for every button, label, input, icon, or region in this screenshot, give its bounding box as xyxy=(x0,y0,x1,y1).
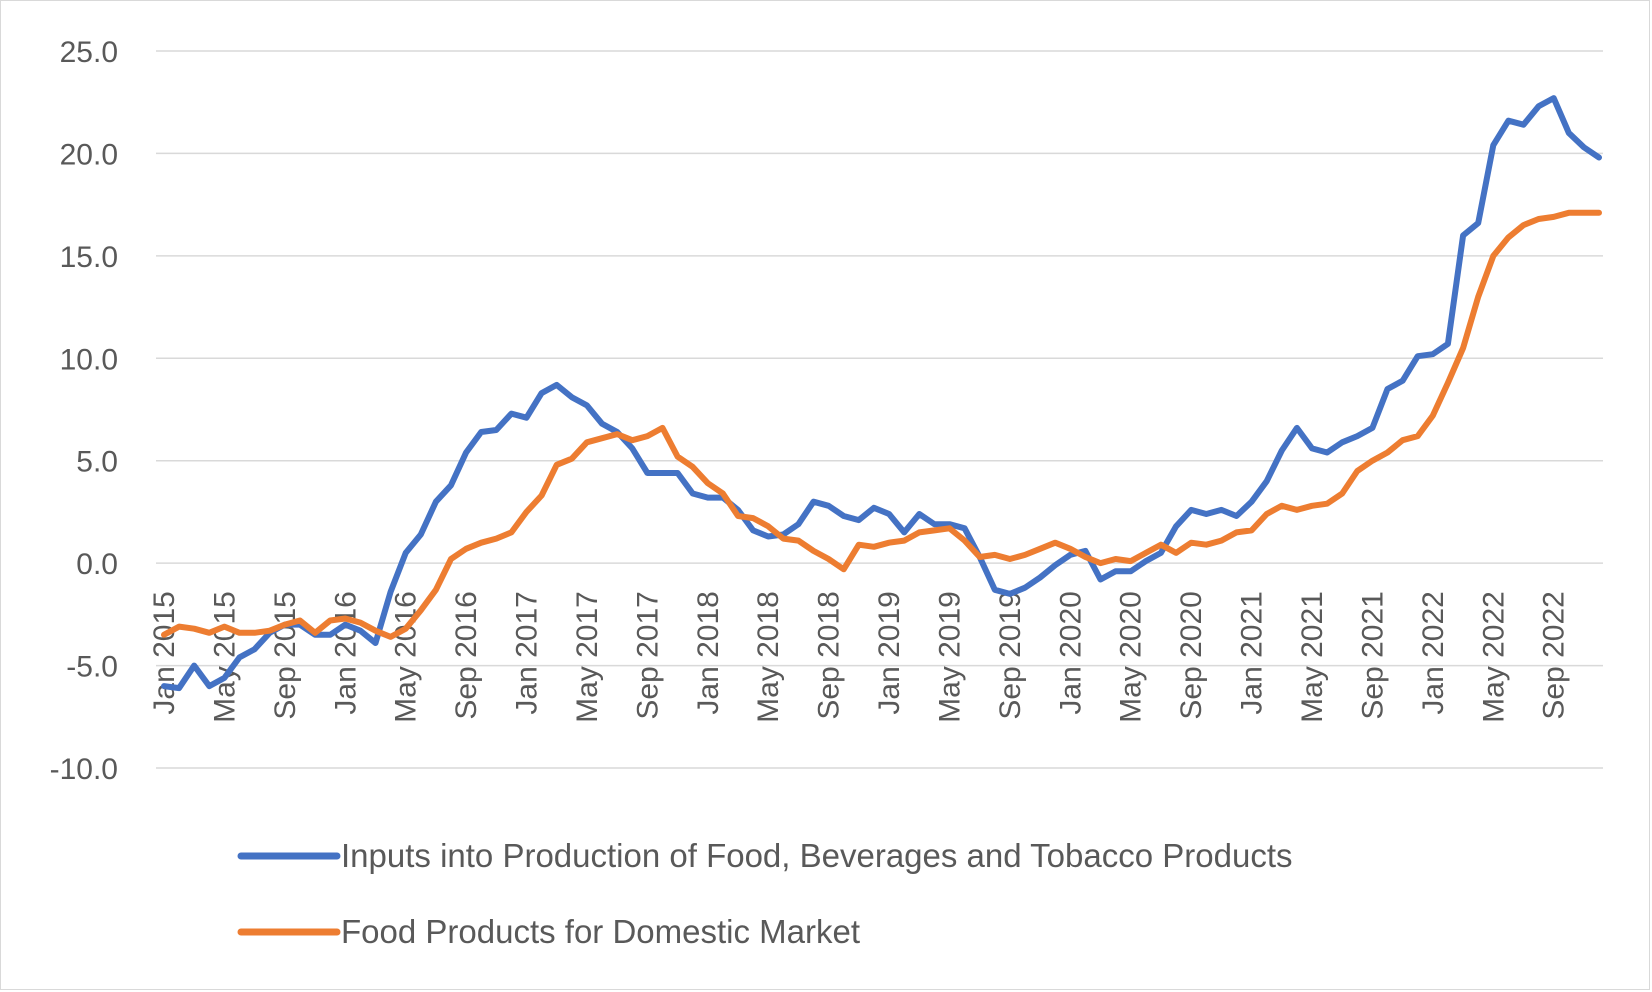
legend-label-inputs: Inputs into Production of Food, Beverage… xyxy=(341,837,1293,874)
x-axis-tick-labels: Jan 2015 May 2015 Sep 2015 Jan 2016 May 2016… xyxy=(148,591,1571,723)
legend-entry-inputs: Inputs into Production of Food, Beverage… xyxy=(237,837,1293,874)
x-tick-label: Sep 2017 xyxy=(631,591,664,719)
x-tick-label: May 2018 xyxy=(752,591,785,723)
x-tick-label: May 2020 xyxy=(1115,591,1148,723)
legend-entry-food-products: Food Products for Domestic Market xyxy=(237,913,860,950)
y-tick-label: -5.0 xyxy=(66,651,118,684)
x-tick-label: Jan 2015 xyxy=(148,591,181,714)
series-lines xyxy=(161,95,1602,692)
x-tick-label: May 2015 xyxy=(208,591,241,723)
y-axis-tick-labels: -10.0 -5.0 0.0 5.0 10.0 15.0 20.0 25.0 xyxy=(50,36,118,786)
y-tick-label: 25.0 xyxy=(60,36,118,69)
x-tick-label: May 2019 xyxy=(933,591,966,723)
x-tick-label: Sep 2015 xyxy=(269,591,302,719)
x-tick-label: Jan 2022 xyxy=(1417,591,1450,714)
y-tick-label: 0.0 xyxy=(76,548,118,581)
x-tick-label: Jan 2019 xyxy=(873,591,906,714)
y-tick-label: 15.0 xyxy=(60,241,118,274)
x-tick-label: Jan 2018 xyxy=(692,591,725,714)
y-tick-label: -10.0 xyxy=(50,753,118,786)
gridlines xyxy=(156,50,1603,769)
x-tick-label: Jan 2020 xyxy=(1054,591,1087,714)
legend-label-food-products: Food Products for Domestic Market xyxy=(341,913,860,950)
y-tick-label: 20.0 xyxy=(60,138,118,171)
x-tick-label: Sep 2022 xyxy=(1538,591,1571,719)
x-tick-label: Jan 2016 xyxy=(329,591,362,714)
x-tick-label: Sep 2020 xyxy=(1175,591,1208,719)
x-tick-label: Sep 2018 xyxy=(813,591,846,719)
x-tick-label: Sep 2019 xyxy=(994,591,1027,719)
legend: Inputs into Production of Food, Beverage… xyxy=(237,837,1293,950)
x-tick-label: Sep 2016 xyxy=(450,591,483,719)
y-tick-label: 10.0 xyxy=(60,343,118,376)
x-tick-label: May 2021 xyxy=(1296,591,1329,723)
y-tick-label: 5.0 xyxy=(76,446,118,479)
series-line-inputs xyxy=(161,95,1602,692)
x-tick-label: Jan 2017 xyxy=(511,591,544,714)
x-tick-label: May 2022 xyxy=(1477,591,1510,723)
x-tick-label: Sep 2021 xyxy=(1356,591,1389,719)
x-tick-label: May 2017 xyxy=(571,591,604,723)
series-line-food-products xyxy=(161,209,1602,640)
x-tick-label: Jan 2021 xyxy=(1236,591,1269,714)
